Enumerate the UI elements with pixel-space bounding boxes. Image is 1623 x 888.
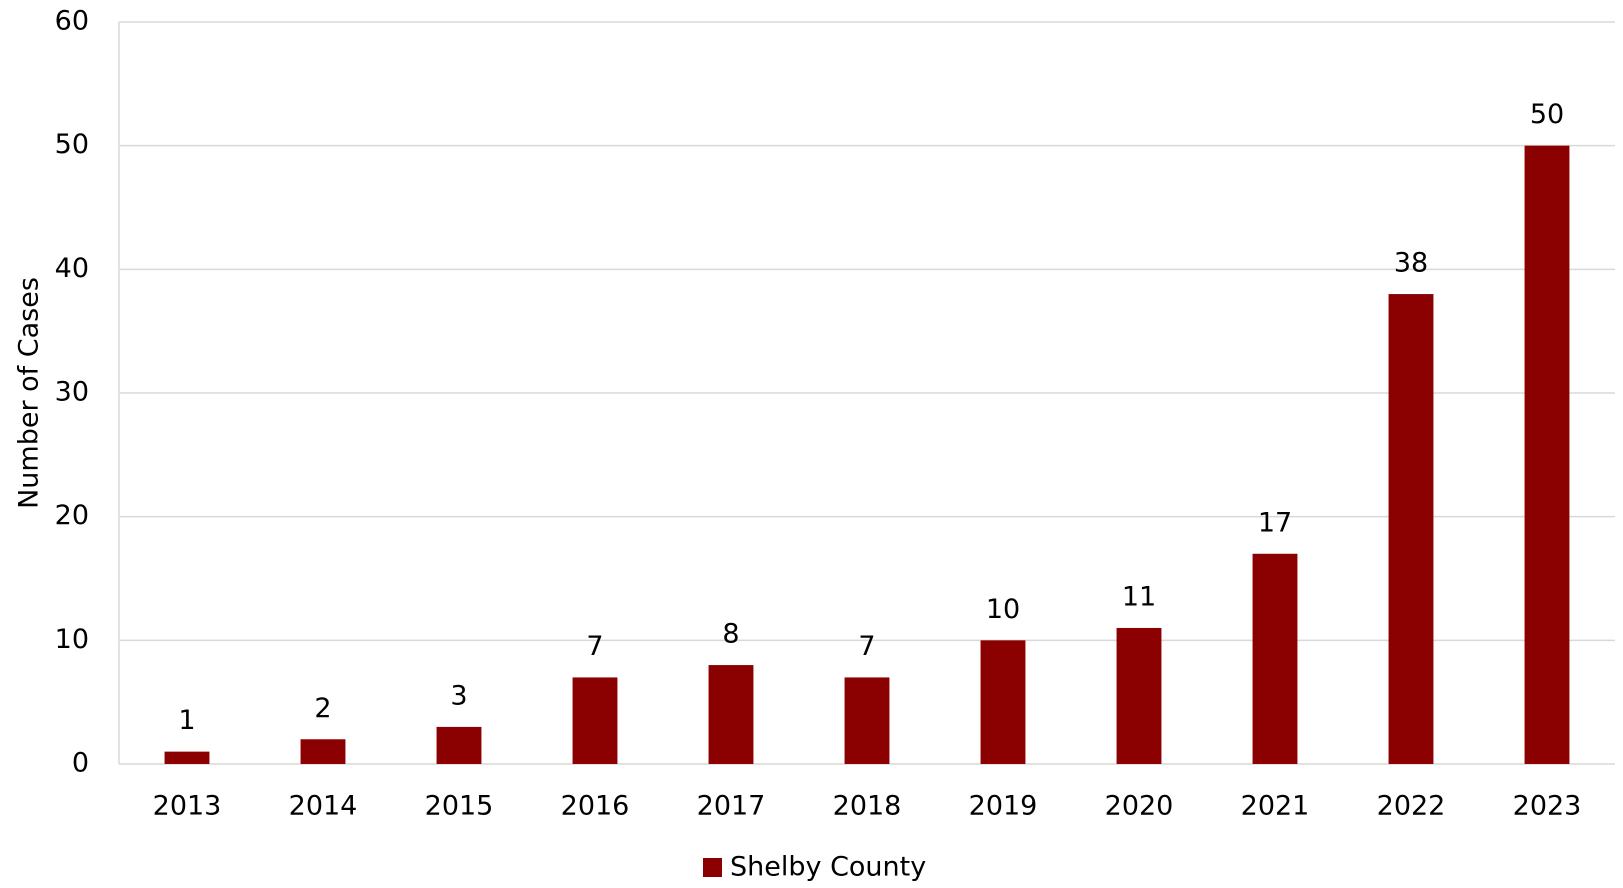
legend-label: Shelby County — [730, 852, 926, 883]
x-tick-label: 2017 — [697, 791, 766, 822]
bar — [980, 640, 1026, 764]
y-tick-label: 60 — [55, 6, 89, 37]
legend-swatch — [703, 858, 722, 877]
bar — [164, 751, 210, 764]
x-tick-label: 2018 — [833, 791, 902, 822]
data-label: 2 — [314, 693, 331, 724]
bar — [1252, 553, 1298, 764]
data-label: 10 — [986, 594, 1020, 625]
data-label: 17 — [1258, 507, 1292, 538]
y-tick-label: 30 — [55, 377, 89, 408]
bar — [844, 677, 890, 764]
bar — [300, 739, 346, 764]
y-tick-label: 20 — [55, 500, 89, 531]
data-label: 50 — [1530, 99, 1564, 130]
x-tick-label: 2023 — [1513, 791, 1582, 822]
y-tick-label: 50 — [55, 129, 89, 160]
bar — [708, 665, 754, 764]
x-tick-label: 2021 — [1241, 791, 1310, 822]
x-tick-label: 2016 — [561, 791, 630, 822]
data-label: 7 — [858, 631, 875, 662]
bar — [436, 726, 482, 764]
x-tick-label: 2015 — [425, 791, 494, 822]
bar — [572, 677, 618, 764]
data-label: 8 — [722, 619, 739, 650]
x-tick-label: 2014 — [289, 791, 358, 822]
x-tick-label: 2022 — [1377, 791, 1446, 822]
data-label: 7 — [586, 631, 603, 662]
y-axis-label: Number of Cases — [14, 277, 45, 509]
x-tick-label: 2019 — [969, 791, 1038, 822]
x-tick-label: 2020 — [1105, 791, 1174, 822]
data-label: 3 — [450, 680, 467, 711]
data-label: 11 — [1122, 581, 1156, 612]
bar — [1524, 145, 1570, 764]
x-tick-label: 2013 — [153, 791, 222, 822]
data-label: 38 — [1394, 248, 1428, 279]
bar — [1388, 294, 1434, 764]
bar — [1116, 627, 1162, 764]
y-tick-label: 0 — [72, 748, 89, 779]
y-tick-label: 40 — [55, 253, 89, 284]
data-label: 1 — [178, 705, 195, 736]
y-tick-label: 10 — [55, 624, 89, 655]
